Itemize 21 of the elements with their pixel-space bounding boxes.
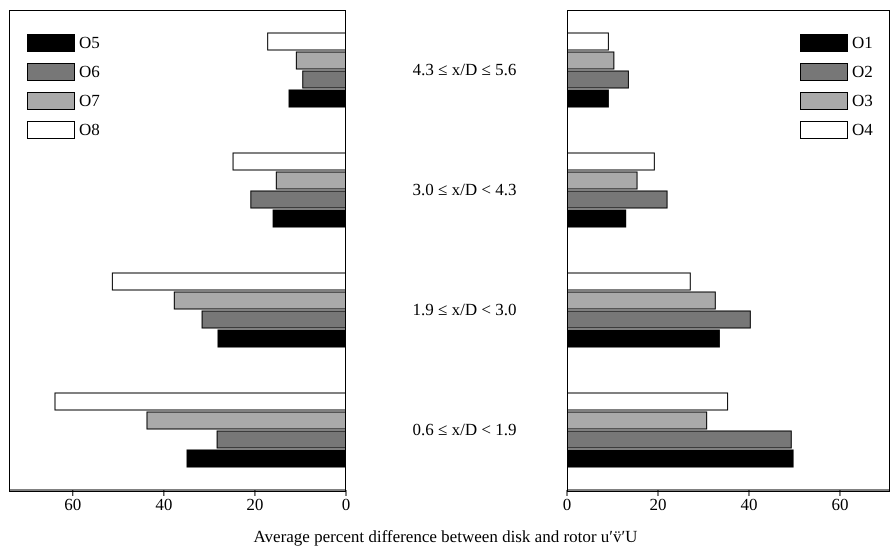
x-tick-label: 60 bbox=[831, 495, 848, 514]
legend-label: O1 bbox=[852, 32, 873, 52]
legend-label: O6 bbox=[79, 62, 100, 82]
x-tick-label: 20 bbox=[246, 495, 264, 514]
x-tick-label: 0 bbox=[342, 495, 350, 514]
x-tick-label: 40 bbox=[740, 495, 758, 514]
x-axis-title: Average percent difference between disk and rotor u′v̈′U bbox=[252, 527, 638, 547]
legend-label: O4 bbox=[852, 120, 873, 140]
legend-label: O3 bbox=[852, 90, 873, 110]
y-tick-label: 0.6 ≤ x/D < 1.9 bbox=[412, 420, 516, 439]
x-tick-label: 40 bbox=[155, 495, 172, 514]
legend-label: O7 bbox=[79, 90, 100, 110]
legend-label: O5 bbox=[79, 32, 100, 52]
y-tick-label: 4.3 ≤ x/D ≤ 5.6 bbox=[412, 60, 516, 79]
y-tick-label: 1.9 ≤ x/D < 3.0 bbox=[412, 300, 516, 319]
legend-label: O2 bbox=[852, 62, 873, 82]
y-tick-label: 3.0 ≤ x/D < 4.3 bbox=[412, 180, 516, 199]
x-tick-label: 60 bbox=[64, 495, 82, 514]
x-tick-label: 20 bbox=[649, 495, 666, 514]
legend-label: O8 bbox=[79, 120, 100, 140]
x-tick-label: 0 bbox=[562, 495, 572, 514]
